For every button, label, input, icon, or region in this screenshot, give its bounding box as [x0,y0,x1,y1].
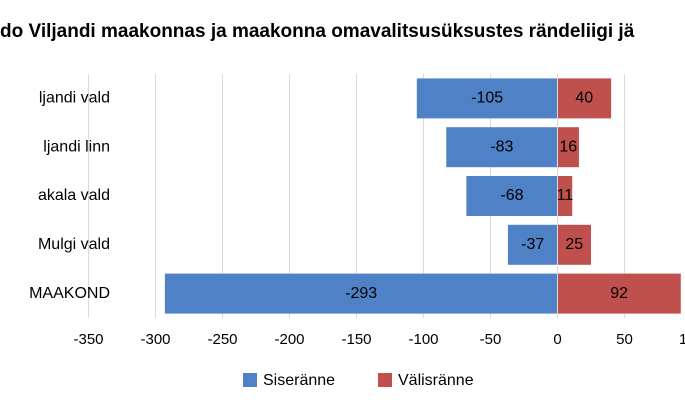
data-label: -83 [490,138,513,155]
bar [507,224,558,265]
bar [466,176,558,216]
bar [557,176,573,216]
x-tick-label: -50 [480,331,502,348]
data-label: -293 [345,285,377,302]
bar [557,127,579,168]
data-label: 40 [575,90,593,107]
y-tick-label: Mulgi vald [38,236,110,253]
chart-title: do Viljandi maakonnas ja maakonna omaval… [0,21,635,42]
bar [446,127,558,168]
x-tick-label: -350 [73,331,103,348]
data-label: 25 [565,236,583,253]
data-label: 92 [610,285,628,302]
data-label: -105 [471,90,503,107]
y-tick-label: MAAKOND [29,285,110,302]
y-tick-label: akala vald [38,187,110,204]
x-tick-label: -200 [274,331,304,348]
data-label: 16 [559,138,577,155]
x-tick-label: -250 [207,331,237,348]
legend-swatch [243,373,257,387]
x-tick-label: -100 [408,331,438,348]
y-tick-label: ljandi vald [39,90,110,107]
data-label: 11 [557,187,574,204]
y-tick-label: ljandi linn [43,138,110,155]
x-tick-label: 100 [679,331,685,348]
legend-label: Välisränne [398,372,474,389]
x-tick-label: 0 [553,331,561,348]
bar [557,78,612,119]
x-tick-label: 50 [616,331,633,348]
data-label: -68 [500,187,523,204]
bar [557,224,591,265]
legend-swatch [378,373,392,387]
x-tick-label: -150 [341,331,371,348]
bar [164,273,558,314]
bar [416,78,558,119]
data-label: -37 [521,236,544,253]
x-tick-label: -300 [140,331,170,348]
legend-label: Siseränne [263,372,335,389]
bar [557,273,681,314]
